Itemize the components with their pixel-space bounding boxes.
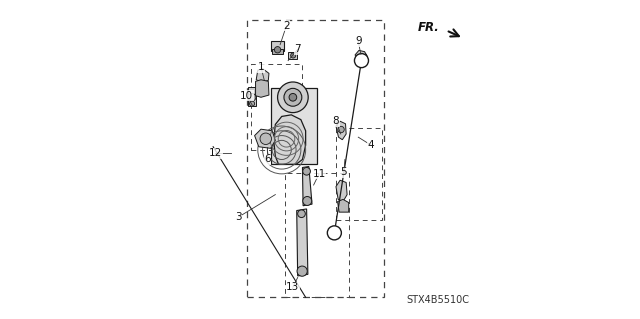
Text: 5: 5: [340, 167, 348, 177]
Bar: [271, 49, 283, 54]
Text: 13: 13: [286, 282, 300, 292]
Text: 12: 12: [209, 148, 222, 158]
Text: 3: 3: [236, 212, 242, 222]
Circle shape: [291, 53, 296, 58]
Circle shape: [275, 47, 281, 53]
Circle shape: [250, 101, 255, 106]
Circle shape: [298, 210, 305, 218]
Circle shape: [327, 226, 341, 240]
Bar: [271, 41, 284, 51]
Polygon shape: [337, 199, 349, 212]
Circle shape: [357, 52, 367, 63]
Bar: [288, 52, 297, 59]
Text: STX4B5510C: STX4B5510C: [406, 295, 470, 305]
Text: 4: 4: [368, 140, 374, 150]
Text: 11: 11: [312, 169, 326, 179]
Polygon shape: [255, 129, 275, 148]
Text: 8: 8: [333, 116, 339, 126]
Polygon shape: [297, 209, 308, 276]
Bar: [252, 64, 303, 150]
Circle shape: [303, 167, 310, 175]
Text: FR.: FR.: [418, 21, 440, 33]
Polygon shape: [336, 180, 347, 202]
Circle shape: [260, 133, 271, 145]
Circle shape: [303, 197, 312, 205]
Polygon shape: [355, 50, 367, 63]
Polygon shape: [303, 167, 312, 206]
Polygon shape: [274, 115, 306, 164]
Circle shape: [297, 266, 307, 276]
Polygon shape: [336, 121, 346, 140]
Polygon shape: [255, 80, 269, 97]
Circle shape: [284, 88, 302, 106]
Text: 10: 10: [240, 91, 253, 101]
Bar: [336, 128, 382, 220]
Bar: [246, 20, 384, 297]
Circle shape: [248, 93, 256, 101]
Bar: [248, 87, 256, 106]
Circle shape: [360, 55, 364, 60]
Bar: [285, 173, 349, 297]
Circle shape: [289, 93, 297, 101]
Text: 6: 6: [264, 154, 271, 165]
Polygon shape: [256, 69, 269, 82]
Text: 2: 2: [283, 20, 290, 31]
Circle shape: [338, 126, 344, 133]
Circle shape: [355, 54, 369, 68]
Circle shape: [278, 82, 308, 113]
Text: 1: 1: [258, 62, 264, 72]
Text: 7: 7: [294, 44, 301, 55]
Bar: [271, 88, 317, 164]
Text: 9: 9: [355, 36, 362, 47]
